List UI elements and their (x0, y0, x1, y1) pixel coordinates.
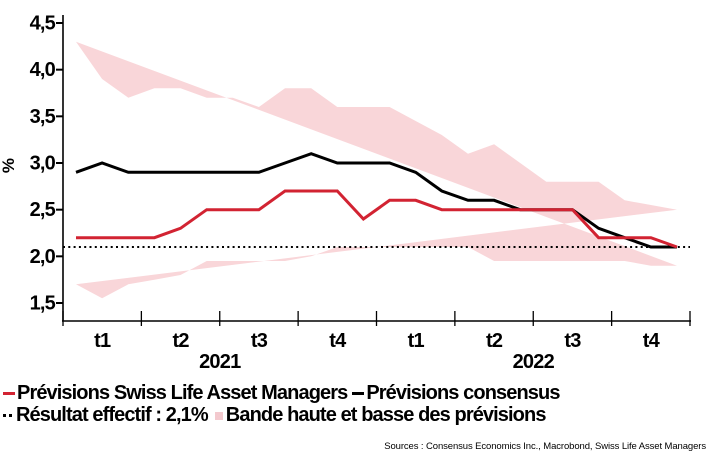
x-year-label: 2021 (199, 351, 241, 373)
y-tick-label: 1,5 (30, 293, 56, 315)
legend-label-actual-result: Résultat effectif : 2,1% (16, 403, 209, 426)
legend-row-2: Résultat effectif : 2,1% Bande haute et … (3, 404, 560, 426)
sources-note: Sources : Consensus Economics Inc., Macr… (384, 441, 706, 452)
y-tick-label: 2,0 (30, 246, 56, 268)
y-tick-label: 4,0 (30, 59, 56, 81)
legend-label-band: Bande haute et basse des prévisions (225, 403, 547, 426)
x-quarter-label: t4 (643, 330, 661, 352)
consensus-line-marker (352, 391, 365, 395)
x-quarter-label: t1 (408, 330, 425, 352)
forecast-band-marker (214, 412, 223, 420)
y-tick-label: 3,5 (30, 106, 56, 128)
x-quarter-label: t4 (329, 330, 347, 352)
x-quarter-label: t2 (172, 330, 189, 352)
x-quarter-label: t2 (486, 330, 503, 352)
x-year-label: 2022 (513, 351, 555, 373)
y-axis-title: % (0, 158, 18, 173)
legend-label-consensus: Prévisions consensus (366, 381, 560, 404)
y-tick-label: 4,5 (30, 13, 56, 35)
chart-canvas: 4,5 4,0 3,5 3,0 2,5 2,0 1,5% t1 t2 t3 t4 t1 t2 t3 t4 20… (0, 13, 691, 373)
forecast-band (76, 41, 677, 299)
x-quarter-label: t3 (564, 330, 581, 352)
legend-row-1: Prévisions Swiss Life Asset Managers Pré… (3, 382, 560, 404)
y-tick-label: 3,0 (30, 153, 56, 175)
y-tick-label: 2,5 (30, 199, 56, 221)
legend-label-swiss-life: Prévisions Swiss Life Asset Managers (17, 381, 348, 404)
actual-dotted-line-marker (3, 413, 16, 417)
swiss-life-line-marker (3, 391, 15, 395)
swiss-life-line (76, 189, 678, 249)
x-quarter-label: t1 (94, 330, 111, 352)
chart-legend: Prévisions Swiss Life Asset Managers Pré… (3, 382, 560, 426)
x-quarter-label: t3 (251, 330, 268, 352)
